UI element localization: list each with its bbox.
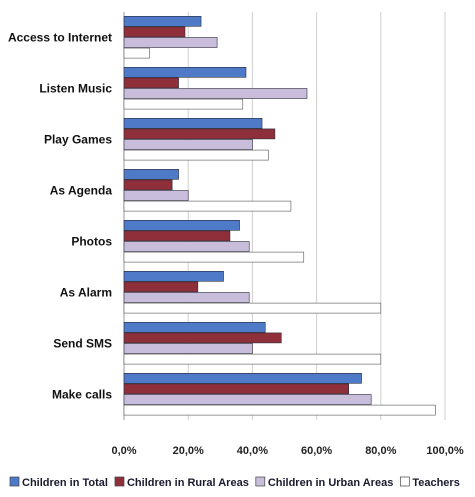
- category-label: Photos: [71, 235, 112, 249]
- x-tick-labels: 0,0% 20,0% 40,0% 60,0% 80,0% 100,0%: [111, 445, 463, 457]
- bar: [123, 190, 189, 201]
- bar: [123, 292, 250, 303]
- x-tick-label: 100,0%: [426, 445, 464, 457]
- bar: [123, 270, 224, 282]
- bar: [123, 128, 276, 140]
- bar: [123, 67, 247, 78]
- legend: Children in Total Children in Rural Areas…: [9, 476, 460, 489]
- bar: [123, 77, 179, 89]
- bar: [123, 88, 308, 99]
- category-label: As Agenda: [50, 184, 113, 198]
- bar: [123, 169, 179, 180]
- bar: [123, 37, 218, 48]
- category-label: As Alarm: [60, 286, 112, 300]
- bar: [123, 241, 250, 252]
- legend-swatch: [399, 476, 410, 487]
- bar: [123, 26, 186, 38]
- legend-swatch: [114, 476, 125, 487]
- category-label: Listen Music: [39, 82, 112, 96]
- legend-label: Teachers: [412, 477, 460, 489]
- category-label: Access to Internet: [8, 31, 112, 45]
- bar: [123, 281, 199, 293]
- legend-swatch: [9, 476, 20, 487]
- legend-swatch: [255, 476, 266, 487]
- bar: [123, 404, 436, 416]
- bar: [123, 47, 150, 59]
- bar: [123, 179, 173, 191]
- bar: [123, 230, 231, 242]
- bar: [123, 220, 240, 231]
- legend-label: Children in Urban Areas: [268, 477, 394, 489]
- x-tick-label: 0,0%: [111, 445, 136, 457]
- bar: [123, 98, 244, 110]
- bar: [123, 332, 282, 344]
- x-tick-label: 80,0%: [365, 445, 396, 457]
- bar: [123, 251, 305, 263]
- bar: [123, 149, 269, 161]
- category-labels: Access to Internet Listen Music Play Games…: [8, 31, 112, 402]
- bar: [123, 343, 253, 354]
- bar: [123, 383, 349, 395]
- category-label: Send SMS: [53, 337, 112, 351]
- legend-label: Children in Rural Areas: [127, 477, 249, 489]
- bar: [123, 321, 266, 333]
- x-tick-label: 40,0%: [237, 445, 268, 457]
- bar: [123, 139, 253, 150]
- bar: [123, 372, 362, 384]
- category-label: Make calls: [52, 388, 112, 402]
- bar: [123, 118, 263, 129]
- x-tick-label: 20,0%: [173, 445, 204, 457]
- category-label: Play Games: [44, 133, 112, 147]
- bars: [123, 15, 436, 416]
- bar: [123, 394, 372, 405]
- x-tick-label: 60,0%: [301, 445, 332, 457]
- bar: [123, 15, 202, 27]
- legend-label: Children in Total: [22, 477, 108, 489]
- bar: [123, 353, 382, 365]
- bar: [123, 302, 382, 314]
- bar: [123, 200, 292, 212]
